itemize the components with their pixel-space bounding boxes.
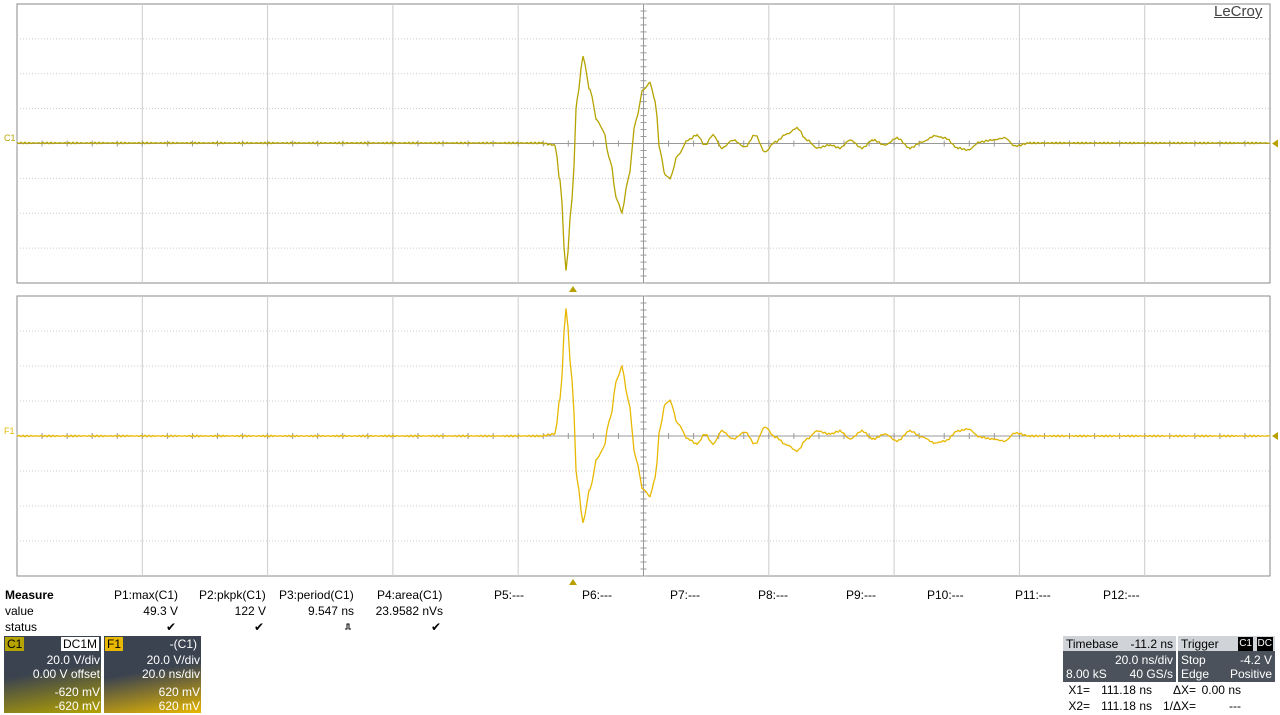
- level-marker: [1272, 432, 1278, 440]
- param-value: 9.547 ns: [307, 604, 354, 618]
- row-label: status: [5, 620, 38, 634]
- channel-box[interactable]: C1 DC1M 20.0 V/div 0.00 V offset -620 mV -620…: [4, 636, 101, 713]
- channel-name: F1: [105, 637, 124, 651]
- timebase-value: -11.2 ns: [1130, 637, 1173, 651]
- channel-line: 20.0 V/div: [46, 653, 100, 667]
- cursor-readout: 620 mV: [158, 699, 200, 713]
- cursor-readout: -620 mV: [54, 699, 100, 713]
- level-marker: [1272, 139, 1278, 148]
- cursor-value: 111.18 ns: [1101, 699, 1152, 713]
- channel-line: 20.0 ns/div: [141, 667, 200, 681]
- param-name: P7:---: [670, 588, 700, 602]
- param-value: 49.3 V: [143, 604, 178, 618]
- param-name: P8:---: [758, 588, 788, 602]
- trigger-box[interactable]: Trigger DC C1 Stop -4.2 V Edge Positive: [1178, 636, 1275, 682]
- trigger-label: Trigger: [1181, 637, 1219, 651]
- channel-box[interactable]: F1 -(C1) 20.0 V/div 20.0 ns/div 620 mV 620 mV: [104, 636, 201, 713]
- trigger-marker: [569, 286, 577, 292]
- channel-line: 20.0 V/div: [146, 653, 200, 667]
- trigger-coupling: DC: [1256, 637, 1273, 651]
- trigger-slope: Positive: [1229, 667, 1272, 681]
- trigger-source: C1: [1238, 637, 1253, 651]
- waveform: [16, 308, 1271, 523]
- param-name: P1:max(C1): [114, 588, 179, 602]
- timebase-label: Timebase: [1066, 637, 1119, 651]
- trace-label: F1: [4, 426, 15, 436]
- cursor-readout: -620 mV: [54, 685, 100, 699]
- measure-title: Measure: [5, 588, 54, 602]
- param-name: P4:area(C1): [377, 588, 443, 602]
- brand-logo: LeCroy: [1214, 3, 1263, 20]
- cursor-value: ---: [1229, 699, 1241, 713]
- row-label: value: [5, 604, 34, 618]
- cursor-label: 1/ΔX=: [1162, 699, 1196, 713]
- status-icon: [345, 623, 351, 630]
- param-value: 122 V: [234, 604, 266, 618]
- param-status: ✔: [254, 620, 265, 634]
- channel-line: 0.00 V offset: [32, 667, 100, 681]
- param-status: ✔: [166, 620, 177, 634]
- cursor-label: ΔX=: [1172, 683, 1196, 697]
- channel-name: C1: [5, 637, 25, 651]
- timebase-box[interactable]: Timebase -11.2 ns 20.0 ns/div 8.00 kS 40 GS/…: [1063, 636, 1176, 682]
- waveform: [16, 56, 1271, 271]
- cursor-readout: 620 mV: [158, 685, 200, 699]
- trigger-level: -4.2 V: [1239, 653, 1272, 667]
- trigger-marker: [569, 579, 577, 585]
- timebase-div: 20.0 ns/div: [1114, 653, 1173, 667]
- cursor-label: X1=: [1068, 683, 1090, 697]
- channel-tag: -(C1): [169, 637, 197, 651]
- param-name: P10:---: [927, 588, 964, 602]
- param-name: P11:---: [1015, 588, 1051, 602]
- param-value: 23.9582 nVs: [375, 604, 443, 618]
- cursor-label: X2=: [1068, 699, 1090, 713]
- param-name: P2:pkpk(C1): [199, 588, 266, 602]
- cursor-value: 0.00 ns: [1201, 683, 1241, 697]
- channel-tag: DC1M: [60, 637, 99, 651]
- trigger-type: Edge: [1181, 667, 1210, 681]
- param-status: ✔: [431, 620, 442, 634]
- param-name: P5:---: [494, 588, 524, 602]
- param-name: P9:---: [846, 588, 876, 602]
- cursor-value: 111.18 ns: [1101, 683, 1152, 697]
- param-name: P3:period(C1): [279, 588, 354, 602]
- trigger-mode: Stop: [1181, 653, 1206, 667]
- trace-label: C1: [4, 133, 16, 143]
- param-name: P12:---: [1103, 588, 1140, 602]
- timebase-rate: 40 GS/s: [1129, 667, 1173, 681]
- timebase-samples: 8.00 kS: [1066, 667, 1107, 681]
- param-name: P6:---: [582, 588, 612, 602]
